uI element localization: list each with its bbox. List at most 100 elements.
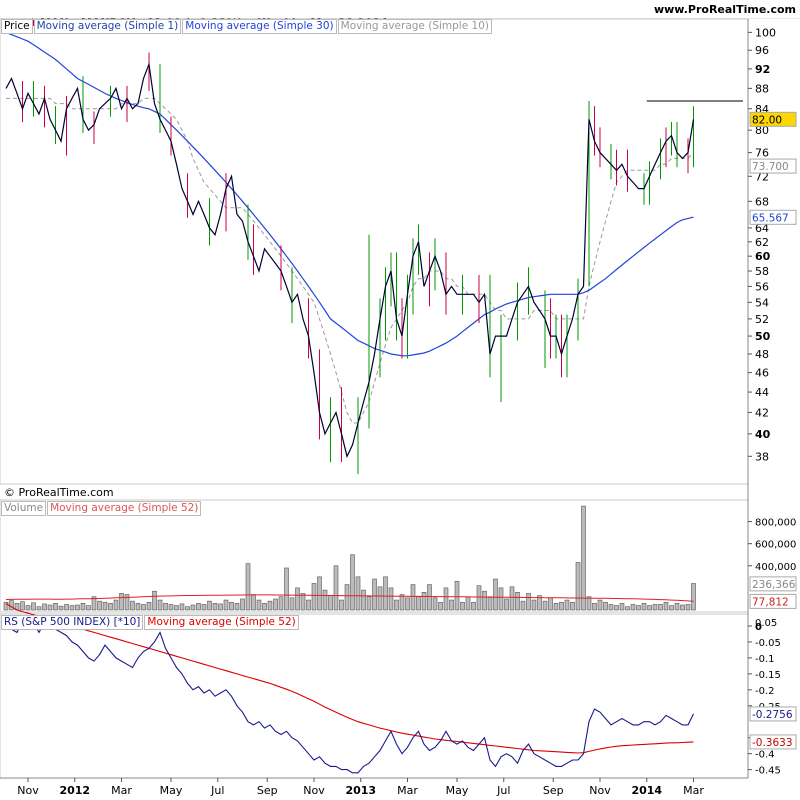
- volume-bar: [64, 604, 69, 611]
- volume-bar: [339, 599, 344, 611]
- volume-bar: [86, 605, 91, 611]
- volume-bar: [630, 604, 636, 611]
- volume-bar: [465, 596, 471, 611]
- volume-bar: [361, 589, 366, 611]
- x-tick-label: Nov: [17, 784, 39, 797]
- price-tick-label: 40: [755, 428, 771, 441]
- volume-bar: [223, 599, 229, 611]
- rs-tick-label: -0.4: [755, 750, 775, 761]
- volume-bar: [564, 599, 570, 611]
- price-tick-label: 64: [755, 222, 769, 235]
- volume-bar: [526, 593, 531, 611]
- volume-bar: [471, 601, 476, 611]
- x-tick-label: Sep: [257, 784, 278, 797]
- x-tick-label: May: [160, 784, 183, 797]
- rs-tick-label: -0.2: [755, 686, 775, 697]
- volume-bar: [410, 584, 416, 611]
- volume-bar: [443, 587, 449, 611]
- x-tick-label: Nov: [589, 784, 611, 797]
- volume-bar: [344, 584, 350, 611]
- volume-bar: [295, 587, 300, 611]
- volume-bar: [218, 603, 223, 611]
- volume-ma-line: [5, 594, 694, 602]
- volume-bar: [487, 596, 493, 611]
- legend-ma1[interactable]: Moving average (Simple 1): [33, 19, 182, 34]
- volume-bar: [438, 601, 443, 611]
- volume-bar: [174, 605, 179, 611]
- volume-bar: [691, 583, 696, 611]
- price-line: [5, 61, 695, 459]
- volume-bar: [190, 604, 196, 611]
- price-tick-label: 44: [755, 386, 769, 399]
- ma10-line: [6, 97, 694, 424]
- volume-bar: [36, 606, 42, 611]
- legend-price[interactable]: Price: [1, 19, 33, 34]
- volume-bar: [300, 593, 306, 611]
- volume-bar: [625, 606, 630, 611]
- x-tick-label: 2013: [345, 784, 376, 797]
- volume-bar: [262, 603, 267, 611]
- x-tick-label: Jul: [210, 784, 224, 797]
- volume-bar: [3, 601, 9, 611]
- volume-bar: [306, 599, 311, 611]
- volume-bar: [135, 603, 141, 611]
- price-tag: 73.700: [752, 161, 789, 173]
- volume-bar: [515, 592, 520, 611]
- price-tag-box: [749, 158, 797, 174]
- volume-bar: [394, 599, 399, 611]
- price-tag: 82.00: [752, 114, 782, 126]
- rs-tick-label: -0.05: [755, 638, 781, 649]
- rs-tick-label: -0.1: [755, 654, 775, 665]
- volume-bar: [42, 603, 47, 611]
- volume-bar: [586, 596, 592, 611]
- header-site[interactable]: www.ProRealTime.com: [653, 3, 796, 16]
- legend-volume[interactable]: Volume: [1, 501, 47, 516]
- volume-bar: [509, 586, 515, 611]
- legend-vol-ma[interactable]: Moving average (Simple 52): [47, 501, 202, 516]
- volume-bar: [212, 603, 218, 611]
- price-tick-label: 80: [755, 124, 769, 137]
- volume-bar: [124, 594, 130, 611]
- x-tick-label: 2014: [631, 784, 662, 797]
- volume-bar: [493, 578, 498, 611]
- volume-bar: [201, 604, 207, 611]
- volume-bar: [366, 596, 372, 611]
- x-tick-label: 2012: [59, 784, 90, 797]
- rs-tag: -0.2756: [752, 709, 793, 721]
- rs-tick-label: -0.15: [755, 670, 781, 681]
- volume-bar: [553, 603, 559, 611]
- volume-bar: [421, 592, 427, 611]
- legend-rs-ma[interactable]: Moving average (Simple 52): [144, 615, 299, 630]
- price-tick-label: 96: [755, 44, 769, 57]
- volume-bar: [542, 600, 548, 611]
- volume-bar: [575, 562, 581, 611]
- volume-tag: 77,812: [752, 596, 789, 608]
- legend-rs[interactable]: RS (S&P 500 INDEX) [*10]: [1, 615, 144, 630]
- volume-bar: [476, 585, 482, 611]
- volume-bar: [619, 603, 625, 611]
- copyright-text: © ProRealTime.com: [4, 486, 114, 499]
- price-panel-frame: [0, 18, 749, 485]
- volume-bar: [669, 605, 674, 611]
- volume-bar: [20, 601, 25, 611]
- price-tick-label: 62: [755, 236, 769, 249]
- volume-bar: [520, 600, 526, 611]
- x-tick-label: Jul: [496, 784, 510, 797]
- legend-ma30[interactable]: Moving average (Simple 30): [182, 19, 337, 34]
- x-tick-label: May: [446, 784, 469, 797]
- volume-bar: [240, 598, 245, 611]
- volume-bar: [432, 597, 438, 611]
- volume-bar: [284, 567, 289, 611]
- rs-tag: -0.3633: [752, 737, 793, 749]
- volume-bar: [289, 597, 295, 611]
- volume-bar: [674, 603, 680, 611]
- price-tick-label: 92: [755, 63, 770, 76]
- volume-bar: [350, 554, 355, 611]
- volume-bar: [614, 605, 619, 611]
- volume-bar: [328, 595, 333, 611]
- volume-bar: [69, 605, 75, 611]
- legend-ma10[interactable]: Moving average (Simple 10): [337, 19, 492, 34]
- price-tick-label: 56: [755, 280, 769, 293]
- volume-bar: [152, 590, 157, 611]
- volume-bar: [80, 603, 86, 611]
